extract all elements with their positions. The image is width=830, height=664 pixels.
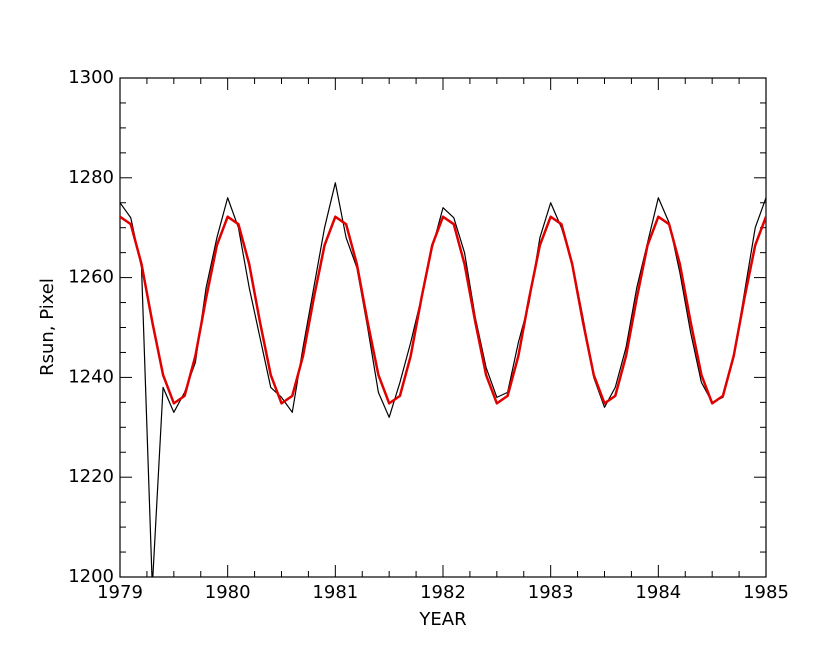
y-axis-label: Rsun, Pixel (37, 278, 58, 376)
x-tick-label: 1979 (97, 582, 143, 603)
y-tick-label: 1240 (68, 366, 114, 387)
y-tick-label: 1260 (68, 267, 114, 288)
x-tick-label: 1984 (635, 582, 681, 603)
y-tick-label: 1200 (68, 566, 114, 587)
x-axis-label: YEAR (418, 609, 466, 630)
data-line (120, 215, 766, 405)
x-tick-label: 1980 (205, 582, 251, 603)
y-tick-label: 1280 (68, 167, 114, 188)
y-tick-label: 1300 (68, 67, 114, 88)
x-tick-label: 1982 (420, 582, 466, 603)
x-tick-label: 1985 (743, 582, 789, 603)
plot-frame (119, 77, 767, 578)
plot-area (120, 182, 766, 577)
x-tick-label: 1981 (312, 582, 358, 603)
x-tick-label: 1983 (528, 582, 574, 603)
y-tick-label: 1220 (68, 466, 114, 487)
data-line (120, 182, 766, 577)
